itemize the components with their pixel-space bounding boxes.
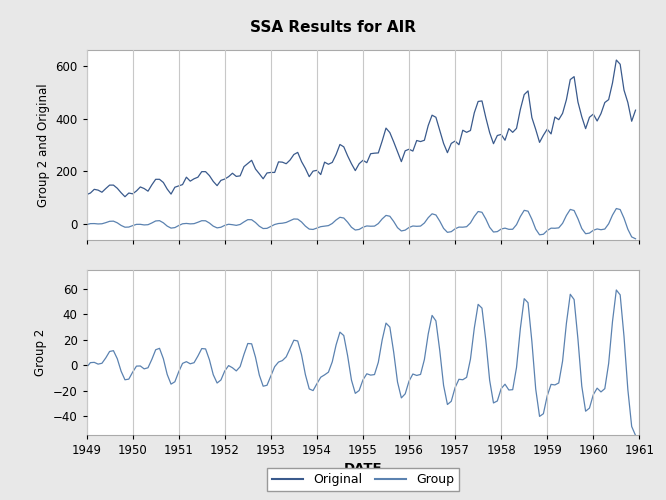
Y-axis label: Group 2 and Original: Group 2 and Original <box>37 83 50 207</box>
Group <box>531 386 539 392</box>
Legend: Original, Group: Original, Group <box>267 468 459 491</box>
Group <box>83 222 91 228</box>
Text: DATE: DATE <box>344 462 382 475</box>
Group <box>524 208 532 214</box>
Original <box>535 140 543 145</box>
Group <box>524 300 532 306</box>
Original <box>631 107 639 113</box>
Group <box>631 236 639 242</box>
Group <box>612 287 620 293</box>
Original <box>121 194 129 200</box>
Group <box>631 432 639 438</box>
Original <box>478 98 486 104</box>
Original <box>125 190 133 196</box>
Group <box>252 354 260 360</box>
Group <box>474 302 482 308</box>
Line: Group: Group <box>87 208 635 239</box>
Original <box>612 57 620 63</box>
Group <box>531 226 539 232</box>
Group <box>163 223 171 229</box>
Original <box>167 191 175 197</box>
Group <box>163 372 171 378</box>
Original <box>255 171 263 177</box>
Group <box>474 208 482 214</box>
Group <box>83 364 91 370</box>
Group <box>121 224 129 230</box>
Line: Original: Original <box>87 60 635 196</box>
Original <box>528 114 536 120</box>
Y-axis label: Group 2: Group 2 <box>34 329 47 376</box>
Original <box>83 192 91 198</box>
Group <box>121 377 129 383</box>
Group <box>252 220 260 226</box>
Group <box>612 206 620 212</box>
Text: SSA Results for AIR: SSA Results for AIR <box>250 20 416 35</box>
Line: Group: Group <box>87 290 635 436</box>
